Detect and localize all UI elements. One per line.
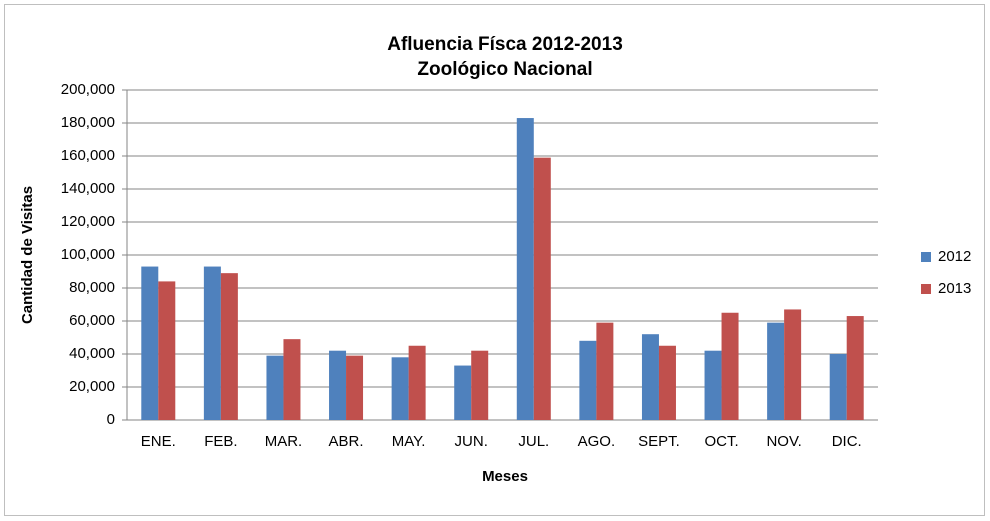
y-tick-label: 120,000 [61,213,115,230]
bar [641,334,659,420]
legend-label: 2012 [938,248,971,265]
x-axis-title: Meses [482,468,528,485]
x-tick-label: DIC. [832,433,862,450]
x-tick-label: AGO. [578,433,616,450]
y-tick-label: 140,000 [61,180,115,197]
bar [516,118,534,421]
x-tick-label: ABR. [329,433,364,450]
bar [141,266,159,420]
x-tick-label: MAY. [392,433,426,450]
y-tick-label: 80,000 [69,279,115,296]
bar [596,322,614,420]
bar [283,339,301,420]
y-tick-label: 40,000 [69,345,115,362]
legend-swatch [921,252,931,262]
y-tick-label: 20,000 [69,378,115,395]
x-tick-label: MAR. [265,433,303,450]
legend-label: 2013 [938,280,971,297]
y-axis-title: Cantidad de Visitas [19,186,36,324]
y-tick-label: 200,000 [61,81,115,98]
bar [391,357,409,420]
bar [329,350,347,420]
y-tick-label: 60,000 [69,312,115,329]
bar [203,266,221,420]
bar [158,281,176,420]
x-tick-label: SEPT. [638,433,680,450]
bar [658,345,676,420]
bar [579,340,597,420]
bar [704,350,722,420]
legend-swatch [921,284,931,294]
x-tick-label: JUL. [518,433,549,450]
x-tick-label: JUN. [455,433,488,450]
x-tick-label: NOV. [766,433,801,450]
x-tick-label: OCT. [704,433,738,450]
bar [408,345,426,420]
y-tick-label: 160,000 [61,147,115,164]
bar [829,354,847,420]
bar [346,355,364,420]
y-tick-label: 100,000 [61,246,115,263]
x-tick-label: FEB. [204,433,237,450]
bar [471,350,489,420]
x-tick-label: ENE. [141,433,176,450]
bar [784,309,802,420]
bar [220,273,238,420]
chart-subtitle: Zoológico Nacional [417,59,592,80]
bar [533,157,551,420]
y-tick-label: 180,000 [61,114,115,131]
bar [266,355,284,420]
bar [454,365,472,420]
bar [846,316,864,420]
y-tick-label: 0 [107,411,115,428]
bar [767,322,785,420]
bar [721,312,739,420]
chart-title: Afluencia Físca 2012-2013 [387,34,623,55]
